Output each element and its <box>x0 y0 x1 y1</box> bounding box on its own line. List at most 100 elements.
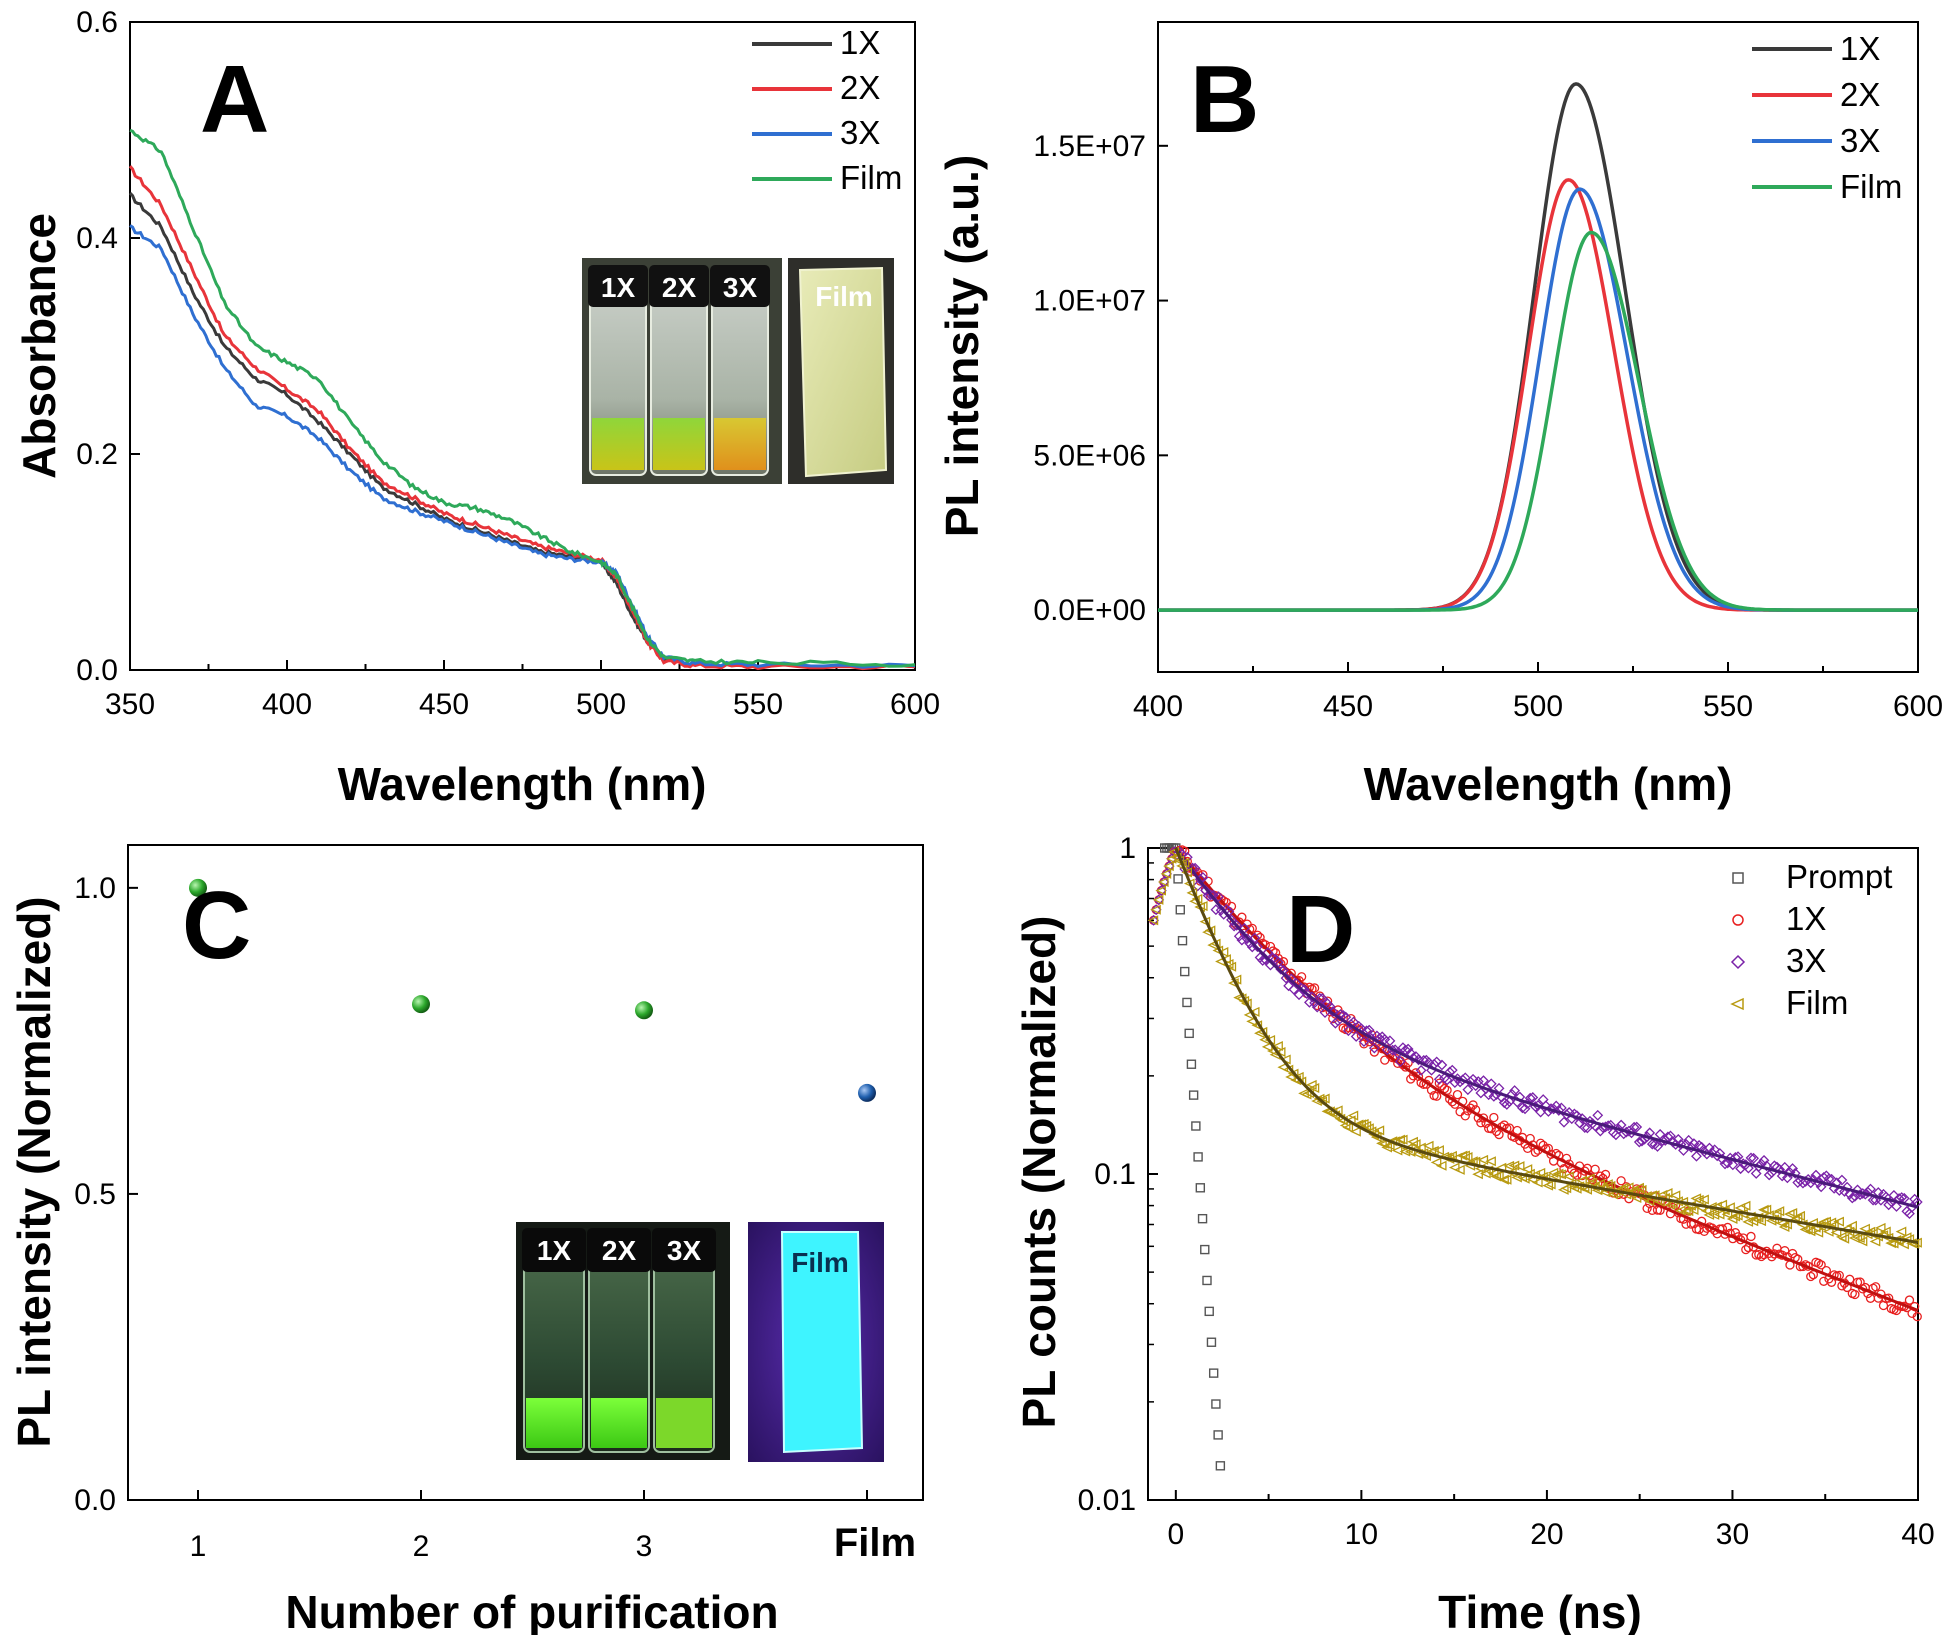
d-xtick-label: 30 <box>1716 1518 1749 1551</box>
d-film-point <box>1521 1164 1533 1175</box>
d-3x-point <box>1155 885 1167 897</box>
d-1x-point <box>1741 1244 1751 1255</box>
d-3x-point <box>1883 1199 1895 1211</box>
d-film-point <box>1794 1210 1806 1221</box>
d-film-point <box>1680 1206 1691 1217</box>
d-3x-point <box>1197 872 1209 883</box>
d-3x-point <box>1763 1169 1775 1181</box>
d-film-point <box>1586 1177 1598 1188</box>
d-xtick-label: 20 <box>1530 1518 1563 1551</box>
d-film-point <box>1498 1174 1509 1185</box>
d-3x-point <box>1592 1109 1604 1121</box>
panel-d-label: D <box>1286 876 1355 983</box>
d-film-point <box>1347 1110 1359 1121</box>
d-3x-point <box>1761 1160 1773 1172</box>
d-1x-point <box>1535 1138 1546 1148</box>
d-film-point <box>1581 1184 1593 1195</box>
d-1x-point <box>1865 1293 1876 1303</box>
d-1x-point <box>1754 1249 1764 1260</box>
d-3x-point <box>1730 1152 1741 1163</box>
d-3x-point <box>1433 1073 1445 1085</box>
a-ytick-label: 0.6 <box>76 6 118 39</box>
panel-a-xlabel: Wavelength (nm) <box>338 758 707 810</box>
d-3x-point <box>1605 1119 1617 1131</box>
panel-c-points <box>189 878 876 1102</box>
d-film-point <box>1508 1160 1520 1171</box>
panel-d-decay: 0 10 20 30 40 0.01 0.1 1 D Time (ns) PL counts … <box>1013 832 1935 1635</box>
d-prompt-point <box>1191 1121 1201 1131</box>
d-3x-point <box>1192 880 1204 892</box>
d-1x-point <box>1309 983 1320 993</box>
d-3x-point <box>1475 1087 1487 1099</box>
panel-b-ylabel: PL intensity (a.u.) <box>936 155 988 538</box>
d-film-point <box>1217 947 1229 958</box>
d-film-point <box>1448 1162 1460 1173</box>
d-3x-point <box>1394 1056 1406 1067</box>
d-3x-point <box>1316 992 1328 1004</box>
panel-a-absorbance: 350 400 450 500 550 600 0.0 0.2 0.4 0.6 A Wavelen… <box>13 6 940 810</box>
d-1x-point <box>1455 1107 1465 1117</box>
d-3x-point <box>1368 1042 1380 1054</box>
d-film-point <box>1687 1204 1699 1215</box>
d-film-point <box>1422 1140 1434 1151</box>
d-legend-marker <box>1730 954 1746 970</box>
panel-a-inset-label-film: Film <box>815 281 873 312</box>
d-film-point <box>1500 1174 1512 1185</box>
d-film-point <box>1622 1182 1634 1193</box>
d-film-point <box>1708 1209 1720 1220</box>
d-film-point <box>1703 1209 1715 1220</box>
d-3x-point <box>1815 1181 1827 1193</box>
d-legend-text: Film <box>1786 984 1848 1021</box>
panel-d-series <box>1147 843 1923 1471</box>
panel-b-label: B <box>1190 46 1259 153</box>
c-ytick-label: 0.5 <box>74 1178 116 1211</box>
panel-c-label: C <box>182 872 251 979</box>
panel-c-inset-label-2x: 2X <box>602 1235 637 1266</box>
d-3x-point <box>1509 1085 1521 1096</box>
c-ytick-label: 0.0 <box>74 1484 116 1517</box>
d-3x-point <box>1462 1084 1474 1096</box>
d-3x-point <box>1148 914 1159 926</box>
d-film-point <box>1757 1204 1769 1215</box>
d-3x-point <box>1758 1154 1770 1166</box>
d-film-point <box>1513 1161 1525 1172</box>
d-1x-point <box>1780 1246 1790 1256</box>
panel-a-ylabel: Absorbance <box>13 213 65 479</box>
d-film-point <box>1716 1199 1728 1210</box>
d-3x-point <box>1891 1201 1902 1212</box>
d-legend-marker <box>1732 872 1744 884</box>
a-ytick-label: 0.4 <box>76 222 118 255</box>
d-prompt-point <box>1202 1275 1212 1286</box>
d-film-point <box>1617 1182 1629 1193</box>
panel-b-xlabel: Wavelength (nm) <box>1364 758 1733 810</box>
d-film-point <box>1485 1156 1496 1167</box>
d-film-point <box>1812 1227 1824 1238</box>
panel-a-ticks: 350 400 450 500 550 600 0.0 0.2 0.4 0.6 <box>76 6 940 721</box>
d-film-point <box>1430 1157 1442 1168</box>
d-legend-text: 1X <box>1786 900 1826 937</box>
d-3x-point <box>1358 1036 1370 1047</box>
d-film-point <box>1155 885 1167 896</box>
d-film-point <box>1885 1238 1896 1249</box>
d-legend-marker <box>1730 997 1744 1011</box>
d-film-point <box>1669 1190 1681 1201</box>
d-film-point <box>1396 1134 1408 1145</box>
d-3x-point <box>1852 1184 1863 1196</box>
d-prompt-point <box>1215 1461 1226 1471</box>
a-xtick-label: 600 <box>890 688 940 721</box>
d-3x-point <box>1431 1056 1443 1068</box>
d-3x-point <box>1745 1152 1757 1164</box>
d-film-point <box>1461 1152 1473 1163</box>
d-film-point <box>1838 1233 1850 1244</box>
d-1x-point <box>1369 1047 1380 1057</box>
d-fit-film <box>1174 847 1919 1244</box>
d-1x-point <box>1434 1078 1444 1088</box>
d-prompt-point <box>1208 1368 1219 1378</box>
panel-b-frame <box>1157 21 1919 673</box>
d-prompt-point <box>1180 966 1190 977</box>
d-film-point <box>1786 1207 1798 1219</box>
c-xtick-label: 2 <box>413 1530 430 1563</box>
d-film-point <box>1160 868 1172 879</box>
d-3x-point <box>1558 1116 1570 1128</box>
